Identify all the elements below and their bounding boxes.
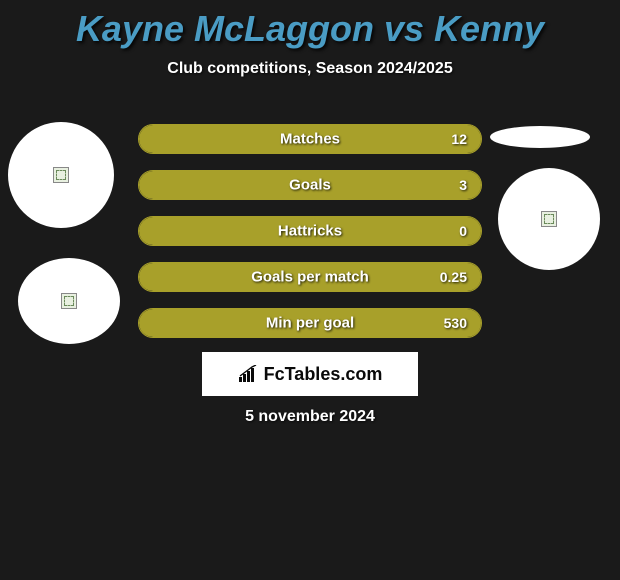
broken-image-icon bbox=[541, 211, 557, 227]
avatar bbox=[498, 168, 600, 270]
avatar bbox=[8, 122, 114, 228]
stat-label: Matches bbox=[280, 131, 340, 148]
brand-box: FcTables.com bbox=[202, 352, 418, 396]
broken-image-icon bbox=[53, 167, 69, 183]
stat-value-right: 12 bbox=[451, 131, 467, 147]
stat-label: Hattricks bbox=[278, 223, 342, 240]
stat-row: Goals 3 bbox=[138, 170, 482, 200]
stat-label: Goals bbox=[289, 177, 331, 194]
ellipse-shape bbox=[490, 126, 590, 148]
stat-row: Min per goal 530 bbox=[138, 308, 482, 338]
date-label: 5 november 2024 bbox=[0, 408, 620, 426]
broken-image-icon bbox=[61, 293, 77, 309]
avatar bbox=[18, 258, 120, 344]
chart-icon bbox=[238, 365, 260, 383]
brand-label: FcTables.com bbox=[264, 364, 383, 385]
stat-value-right: 0.25 bbox=[440, 269, 467, 285]
stat-value-right: 530 bbox=[444, 315, 467, 331]
brand-text: FcTables.com bbox=[238, 364, 383, 385]
stat-row: Goals per match 0.25 bbox=[138, 262, 482, 292]
stat-value-right: 0 bbox=[459, 223, 467, 239]
stat-row: Matches 12 bbox=[138, 124, 482, 154]
subtitle: Club competitions, Season 2024/2025 bbox=[0, 60, 620, 78]
stats-container: Matches 12 Goals 3 Hattricks 0 Goals per match… bbox=[138, 124, 482, 354]
stat-value-right: 3 bbox=[459, 177, 467, 193]
stat-label: Goals per match bbox=[251, 269, 369, 286]
page-title: Kayne McLaggon vs Kenny bbox=[0, 0, 620, 50]
stat-row: Hattricks 0 bbox=[138, 216, 482, 246]
stat-label: Min per goal bbox=[266, 315, 354, 332]
